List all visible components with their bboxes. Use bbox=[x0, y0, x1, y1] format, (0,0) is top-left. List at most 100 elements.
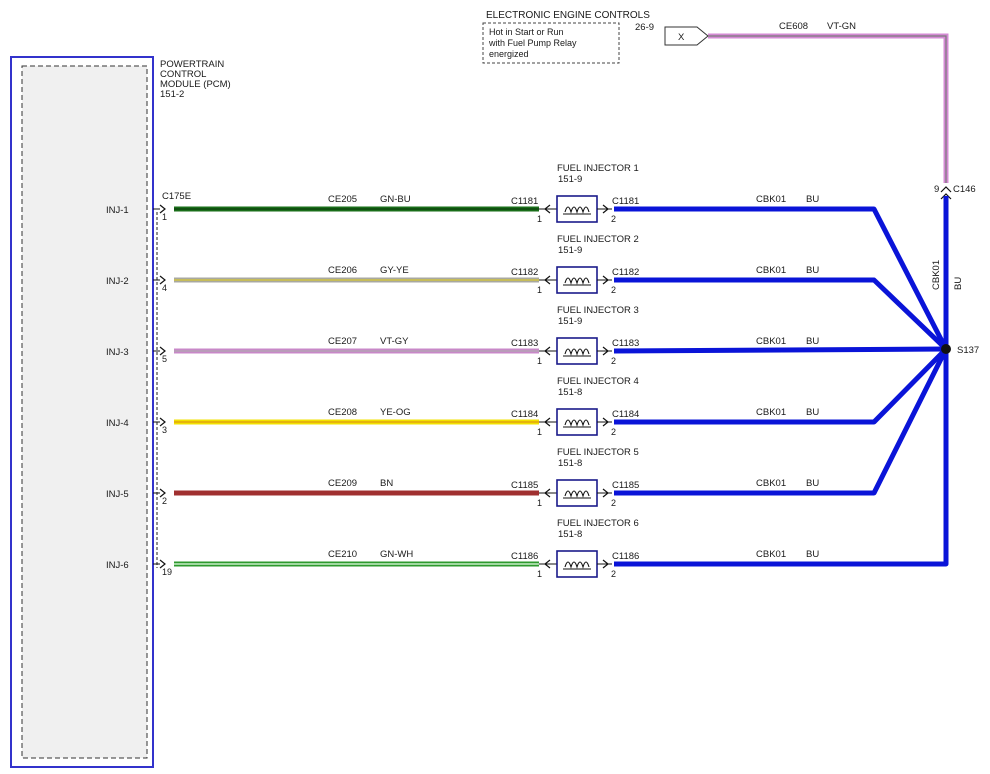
ce608-wire-stripe bbox=[708, 35, 947, 183]
ce608-wire bbox=[708, 33, 949, 183]
ground-wire bbox=[614, 347, 948, 425]
ground-wire bbox=[614, 206, 949, 351]
ground-color: BU bbox=[806, 549, 819, 560]
vertical-feed-circuit: CBK01 bbox=[931, 260, 942, 290]
pcm-pin-chevron-icon bbox=[159, 204, 166, 214]
pcm-pin-label: INJ-1 bbox=[106, 205, 129, 216]
pcm-title-3: MODULE (PCM) bbox=[160, 79, 231, 90]
injector-ref: 151-9 bbox=[558, 316, 582, 327]
outlet-pin-number: 2 bbox=[611, 356, 616, 366]
pcm-pin-chevron-icon bbox=[159, 275, 166, 285]
pcm-connector-label: C175E bbox=[162, 191, 191, 202]
injector-title: FUEL INJECTOR 5 bbox=[557, 447, 639, 458]
outlet-pin-number: 2 bbox=[611, 285, 616, 295]
injector-title: FUEL INJECTOR 4 bbox=[557, 376, 639, 387]
injector-ref: 151-8 bbox=[558, 529, 582, 540]
ground-wire bbox=[614, 277, 948, 351]
pcm-pin-number: 19 bbox=[162, 567, 172, 577]
outlet-connector-label: C1181 bbox=[612, 196, 639, 207]
outlet-connector-label: C1184 bbox=[612, 409, 639, 420]
eec-note-3: energized bbox=[489, 49, 529, 59]
injector-ref: 151-9 bbox=[558, 245, 582, 256]
signal-circuit: CE205 bbox=[328, 194, 357, 205]
ground-circuit: CBK01 bbox=[756, 478, 786, 489]
pcm-title-1: POWERTRAIN bbox=[160, 59, 224, 70]
outlet-pin-number: 2 bbox=[611, 427, 616, 437]
inlet-chevron-icon bbox=[544, 346, 551, 356]
pcm-pin-chevron-icon bbox=[159, 346, 166, 356]
injector-ref: 151-8 bbox=[558, 458, 582, 469]
ground-circuit: CBK01 bbox=[756, 336, 786, 347]
eec-ref: 26-9 bbox=[635, 22, 654, 33]
injector-title: FUEL INJECTOR 6 bbox=[557, 518, 639, 529]
ground-circuit: CBK01 bbox=[756, 265, 786, 276]
injector-ref: 151-8 bbox=[558, 387, 582, 398]
signal-circuit: CE210 bbox=[328, 549, 357, 560]
outlet-chevron-icon bbox=[602, 346, 609, 356]
signal-circuit: CE206 bbox=[328, 265, 357, 276]
injector-body bbox=[556, 408, 598, 436]
signal-color: YE-OG bbox=[380, 407, 411, 418]
ground-wire bbox=[614, 347, 949, 496]
eec-title: ELECTRONIC ENGINE CONTROLS bbox=[486, 10, 650, 21]
inlet-pin-number: 1 bbox=[537, 214, 542, 224]
pcm-pin-label: INJ-6 bbox=[106, 560, 129, 571]
inlet-chevron-icon bbox=[544, 559, 551, 569]
inlet-pin-number: 1 bbox=[537, 569, 542, 579]
pcm-title-2: CONTROL bbox=[160, 69, 206, 80]
eec-note-box bbox=[482, 22, 620, 64]
signal-color: GN-BU bbox=[380, 194, 411, 205]
outlet-pin-number: 2 bbox=[611, 498, 616, 508]
injector-title: FUEL INJECTOR 3 bbox=[557, 305, 639, 316]
eec-tag-shape bbox=[664, 26, 709, 46]
inlet-connector-label: C1183 bbox=[511, 338, 538, 349]
pcm-inner bbox=[21, 65, 148, 759]
vertical-feed-color: BU bbox=[953, 277, 964, 290]
c146-pin: 9 bbox=[934, 184, 939, 195]
s137-splice: S137 bbox=[941, 344, 979, 356]
pcm-pin-label: INJ-5 bbox=[106, 489, 129, 500]
outlet-connector-label: C1182 bbox=[612, 267, 639, 278]
injector-body bbox=[556, 266, 598, 294]
pcm-title-4: 151-2 bbox=[160, 89, 184, 100]
injector-coil-icon bbox=[564, 490, 590, 498]
outlet-connector-label: C1186 bbox=[612, 551, 639, 562]
injector-ref: 151-9 bbox=[558, 174, 582, 185]
pcm-pin-label: INJ-2 bbox=[106, 276, 129, 287]
pcm-pin-number: 3 bbox=[162, 425, 167, 435]
ground-wire bbox=[614, 349, 949, 567]
signal-circuit: CE208 bbox=[328, 407, 357, 418]
injector-title: FUEL INJECTOR 1 bbox=[557, 163, 639, 174]
ground-color: BU bbox=[806, 478, 819, 489]
outlet-chevron-icon bbox=[602, 559, 609, 569]
outlet-chevron-icon bbox=[602, 204, 609, 214]
c146-connector: 9 C146 bbox=[934, 184, 976, 200]
injector-row-3: INJ-3 5 CE207 VT-GY C1183 1 FUEL INJECTOR 3151… bbox=[106, 305, 947, 366]
pcm-outline bbox=[10, 56, 154, 768]
inlet-pin-number: 1 bbox=[537, 427, 542, 437]
eec-note-1: Hot in Start or Run bbox=[489, 27, 564, 37]
injector-body bbox=[556, 479, 598, 507]
ground-wire bbox=[613, 346, 947, 354]
inlet-chevron-icon bbox=[544, 275, 551, 285]
inlet-connector-label: C1184 bbox=[511, 409, 538, 420]
injector-body bbox=[556, 195, 598, 223]
injector-body bbox=[556, 550, 598, 578]
signal-color: BN bbox=[380, 478, 393, 489]
signal-color: GY-YE bbox=[380, 265, 409, 276]
pcm-pin-chevron-icon bbox=[159, 559, 166, 569]
outlet-pin-number: 2 bbox=[611, 569, 616, 579]
inlet-pin-number: 1 bbox=[537, 356, 542, 366]
vertical-feed: CBK01 BU bbox=[931, 196, 964, 349]
inlet-chevron-icon bbox=[544, 204, 551, 214]
outlet-chevron-icon bbox=[602, 488, 609, 498]
inlet-pin-number: 1 bbox=[537, 285, 542, 295]
injector-body bbox=[556, 337, 598, 365]
signal-circuit: CE207 bbox=[328, 336, 357, 347]
